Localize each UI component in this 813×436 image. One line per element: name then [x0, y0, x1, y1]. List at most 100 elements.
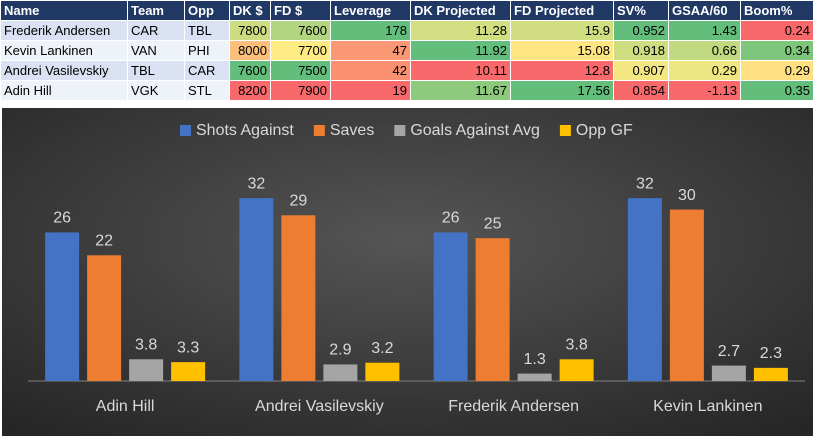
table-cell: 1.43	[668, 20, 741, 41]
table-cell: 0.907	[613, 60, 669, 81]
data-label: 26	[53, 210, 71, 227]
bar	[323, 364, 358, 381]
table-row: Frederik Andersen CAR TBL 7800 7600 178 11.28 1…	[0, 20, 813, 41]
table-cell: 0.854	[613, 80, 669, 101]
legend-label: Goals Against Avg	[410, 122, 540, 139]
table-cell: 0.34	[740, 40, 813, 61]
data-label: 3.8	[566, 337, 588, 354]
column-header: FD $	[270, 0, 331, 21]
table-cell: 8000	[229, 40, 271, 61]
stats-table: Name Team Opp DK $ FD $ Leverage DK Projected F…	[0, 0, 813, 101]
data-label: 32	[636, 175, 654, 192]
table-cell: Andrei Vasilevskiy	[0, 60, 128, 81]
table-cell: 12.8	[510, 60, 614, 81]
column-header: Leverage	[330, 0, 411, 21]
table-cell: Adin Hill	[0, 80, 128, 101]
bar	[239, 198, 274, 381]
table-cell: Kevin Lankinen	[0, 40, 128, 61]
x-tick-label: Adin Hill	[96, 398, 155, 415]
table-cell: STL	[184, 80, 230, 101]
table-cell: 19	[330, 80, 411, 101]
column-header: DK $	[229, 0, 271, 21]
bar	[171, 362, 206, 381]
table-cell: 17.56	[510, 80, 614, 101]
table-cell: VGK	[127, 80, 185, 101]
table-cell: 11.28	[410, 20, 511, 41]
data-label: 25	[484, 215, 502, 232]
data-label: 29	[289, 193, 307, 210]
table-cell: 42	[330, 60, 411, 81]
legend-swatch	[559, 125, 571, 136]
table-cell: 7600	[270, 20, 331, 41]
data-label: 32	[247, 175, 265, 192]
legend-label: Saves	[330, 122, 374, 139]
column-header: Opp	[184, 0, 230, 21]
column-header: GSAA/60	[668, 0, 741, 21]
bar	[45, 232, 80, 381]
table-cell: 178	[330, 20, 411, 41]
data-label: 2.3	[760, 345, 782, 362]
legend-label: Opp GF	[576, 122, 633, 139]
column-header: Team	[127, 0, 185, 21]
header-row: Name Team Opp DK $ FD $ Leverage DK Projected F…	[0, 0, 813, 21]
data-label: 26	[442, 210, 460, 227]
table-row: Kevin Lankinen VAN PHI 8000 7700 47 11.92 15.08…	[0, 40, 813, 61]
table-cell: 15.08	[510, 40, 614, 61]
x-tick-label: Frederik Andersen	[448, 398, 579, 415]
data-label: 3.3	[177, 339, 199, 356]
table-cell: 7800	[229, 20, 271, 41]
column-header: FD Projected	[510, 0, 614, 21]
table-cell: 0.952	[613, 20, 669, 41]
data-label: 3.2	[371, 340, 393, 357]
table-cell: TBL	[184, 20, 230, 41]
data-label: 2.7	[718, 343, 740, 360]
table-cell: 7600	[229, 60, 271, 81]
table-cell: 7700	[270, 40, 331, 61]
data-label: 3.8	[135, 337, 157, 354]
x-tick-label: Kevin Lankinen	[653, 398, 762, 415]
column-header: Boom%	[740, 0, 813, 21]
bar	[711, 365, 746, 381]
bar	[129, 359, 164, 381]
table-cell: Frederik Andersen	[0, 20, 128, 41]
bar	[475, 238, 510, 381]
bar	[433, 232, 468, 381]
table-cell: CAR	[127, 20, 185, 41]
data-label: 2.9	[329, 342, 351, 359]
table-cell: 10.11	[410, 60, 511, 81]
table-cell: -1.13	[668, 80, 741, 101]
legend-swatch	[313, 125, 325, 136]
legend-swatch	[394, 125, 406, 136]
table-row: Adin Hill VGK STL 8200 7900 19 11.67 17.56 0.854…	[0, 80, 813, 101]
table-cell: 0.24	[740, 20, 813, 41]
table-cell: 11.67	[410, 80, 511, 101]
bar	[753, 367, 788, 381]
table-cell: 0.29	[740, 60, 813, 81]
bar	[559, 359, 594, 381]
table-cell: 7500	[270, 60, 331, 81]
bar	[517, 373, 552, 381]
table-cell: 15.9	[510, 20, 614, 41]
table-cell: 0.35	[740, 80, 813, 101]
x-tick-label: Andrei Vasilevskiy	[255, 398, 384, 415]
table-cell: 11.92	[410, 40, 511, 61]
table-cell: 47	[330, 40, 411, 61]
bar	[365, 362, 400, 381]
data-label: 22	[95, 233, 113, 250]
legend-swatch	[180, 125, 191, 136]
bar	[669, 209, 704, 381]
chart: Shots Against Saves Goals Against Avg Opp G…	[2, 108, 813, 436]
column-header: DK Projected	[410, 0, 511, 21]
table-cell: 0.918	[613, 40, 669, 61]
column-header: Name	[0, 0, 128, 21]
table-cell: CAR	[184, 60, 230, 81]
bar	[627, 198, 662, 381]
table-cell: 8200	[229, 80, 271, 101]
legend-label: Shots Against	[196, 122, 294, 139]
data-label: 1.3	[524, 351, 546, 368]
data-label: 30	[678, 187, 696, 204]
table-row: Andrei Vasilevskiy TBL CAR 7600 7500 42 10.11 1…	[0, 60, 813, 81]
table-cell: PHI	[184, 40, 230, 61]
table-cell: TBL	[127, 60, 185, 81]
